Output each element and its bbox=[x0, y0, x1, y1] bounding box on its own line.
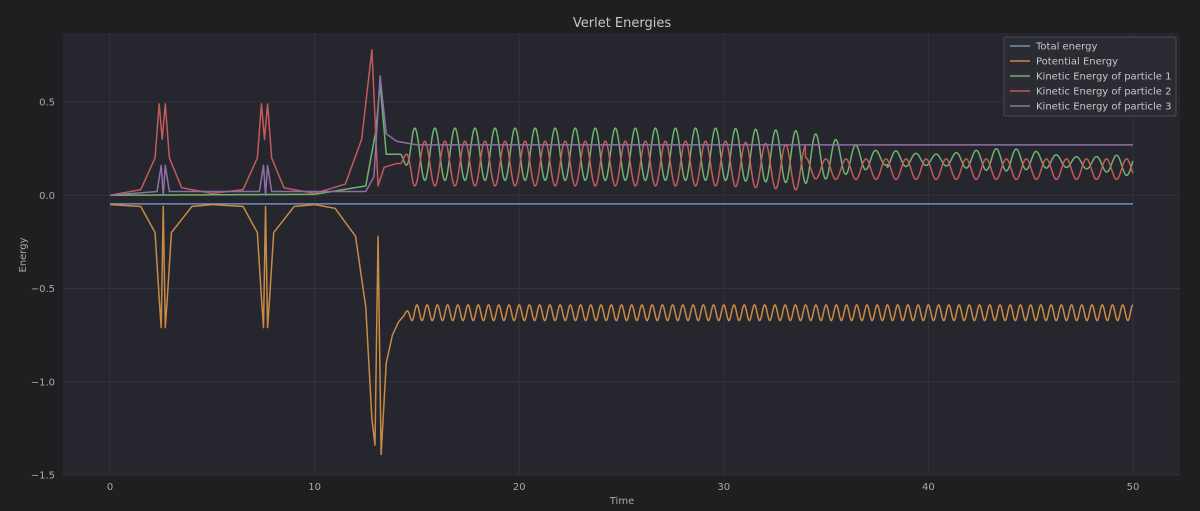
chart-title: Verlet Energies bbox=[573, 16, 671, 31]
ticks: 0 10 20 30 40 50 0.5 0.0 −0.5 −1.0 −1.5 bbox=[31, 98, 1140, 493]
legend-label: Total energy bbox=[1035, 42, 1097, 53]
y-tick-label: −1.5 bbox=[31, 471, 55, 482]
y-axis-label: Energy bbox=[18, 237, 29, 272]
legend-box bbox=[1003, 36, 1177, 117]
x-tick-label: 10 bbox=[308, 482, 321, 493]
x-tick-label: 20 bbox=[513, 482, 526, 493]
series-layer bbox=[109, 49, 1134, 456]
legend-label: Kinetic Energy of particle 3 bbox=[1036, 102, 1171, 113]
y-tick-label: −1.0 bbox=[31, 377, 55, 388]
legend-label: Kinetic Energy of particle 2 bbox=[1036, 87, 1171, 98]
plot-area bbox=[63, 33, 1180, 475]
series-line bbox=[109, 49, 1134, 196]
x-tick-label: 30 bbox=[717, 482, 730, 493]
x-tick-label: 0 bbox=[107, 482, 113, 493]
x-axis-label: Time bbox=[609, 496, 634, 507]
y-tick-label: −0.5 bbox=[31, 284, 55, 295]
series-line bbox=[109, 75, 1134, 196]
x-tick-label: 50 bbox=[1127, 482, 1140, 493]
legend-label: Kinetic Energy of particle 1 bbox=[1036, 72, 1171, 83]
series-line bbox=[109, 203, 1134, 456]
y-tick-label: 0.5 bbox=[39, 98, 55, 109]
legend-label: Potential Energy bbox=[1036, 57, 1118, 68]
legend: Total energy Potential Energy Kinetic Ener… bbox=[1003, 36, 1177, 117]
y-tick-label: 0.0 bbox=[39, 191, 55, 202]
x-tick-label: 40 bbox=[922, 482, 935, 493]
